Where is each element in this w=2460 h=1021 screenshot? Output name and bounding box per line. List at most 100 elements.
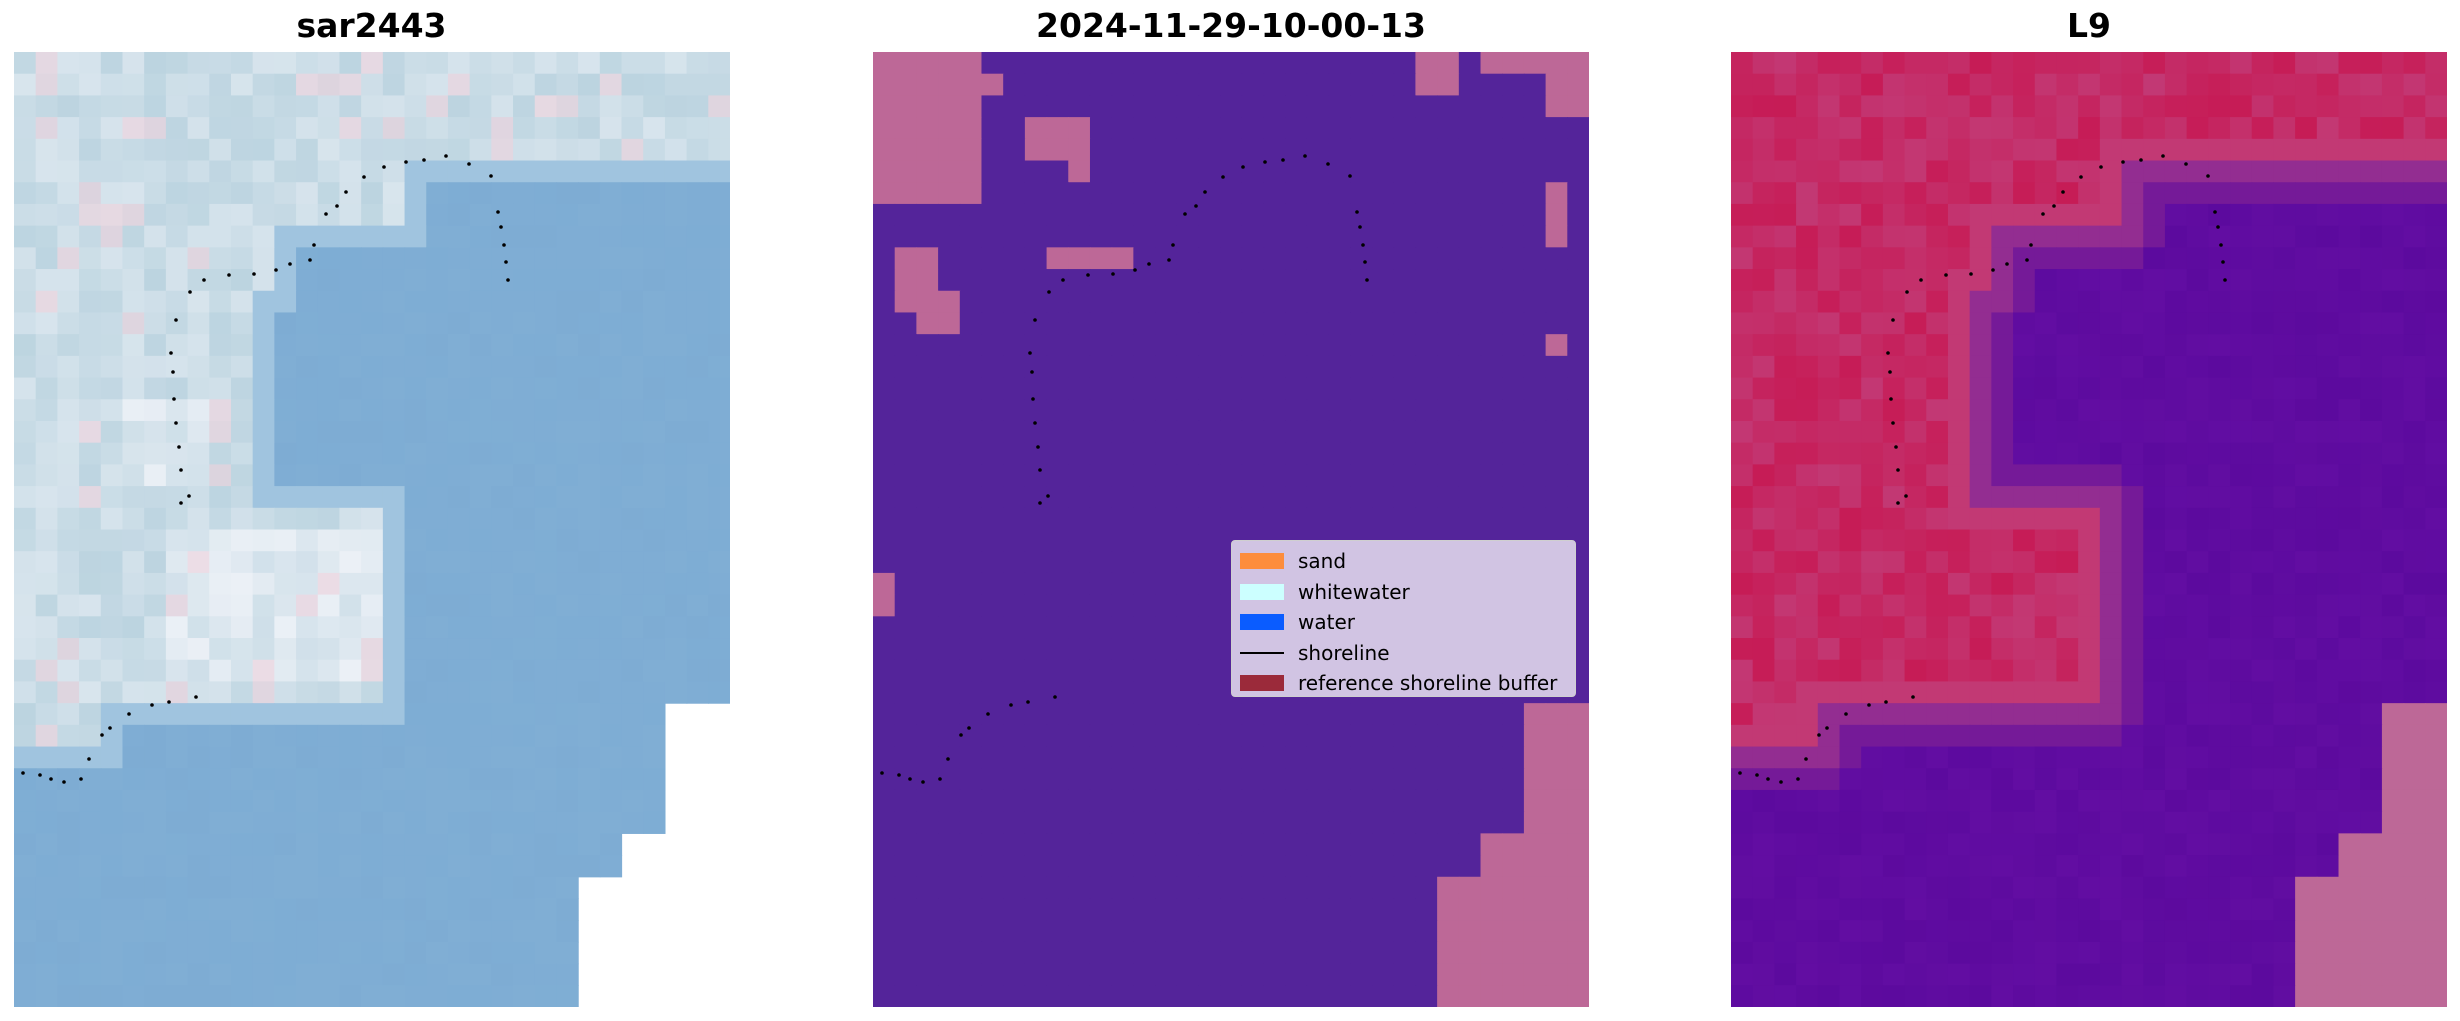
pixel-cell <box>2316 312 2340 335</box>
pixel-cell <box>2013 160 2036 183</box>
pixel-cell <box>2143 833 2166 856</box>
pixel-cell <box>916 73 939 96</box>
shoreline-point <box>288 262 292 266</box>
pixel-cell <box>2186 963 2209 986</box>
pixel-cell <box>2208 203 2231 227</box>
pixel-cell <box>938 616 961 639</box>
pixel-cell <box>1774 464 1797 487</box>
pixel-cell <box>1991 898 2014 921</box>
pixel-cell <box>959 724 983 748</box>
pixel-cell <box>1774 789 1797 813</box>
pixel-cell <box>165 876 189 900</box>
pixel-cell <box>2295 768 2318 791</box>
pixel-cell <box>165 117 189 140</box>
pixel-cell <box>1263 486 1286 509</box>
pixel-cell <box>426 659 449 683</box>
pixel-cell <box>513 507 536 531</box>
pixel-cell <box>426 963 449 986</box>
pixel-cell <box>404 334 427 357</box>
pixel-cell <box>1861 160 1884 183</box>
pixel-cell <box>1437 117 1460 140</box>
pixel-cell <box>2230 681 2253 704</box>
shoreline-point <box>100 733 104 737</box>
pixel-cell <box>1545 898 1568 921</box>
pixel-cell <box>1111 377 1134 400</box>
pixel-cell <box>2251 73 2275 96</box>
pixel-cell <box>1796 768 1819 791</box>
pixel-cell <box>1458 247 1482 270</box>
pixel-cell <box>2078 724 2101 748</box>
pixel-cell <box>1502 117 1525 140</box>
pixel-cell <box>938 160 961 183</box>
pixel-cell <box>1133 898 1156 921</box>
pixel-cell <box>1350 486 1373 509</box>
pixel-cell <box>2403 659 2426 683</box>
pixel-cell <box>252 203 275 227</box>
pixel-cell <box>1839 724 1862 748</box>
pixel-cell <box>317 789 341 813</box>
pixel-cell <box>2360 312 2383 335</box>
pixel-cell <box>35 420 58 444</box>
pixel-cell <box>14 638 37 661</box>
pixel-cell <box>643 182 666 205</box>
pixel-cell <box>1176 746 1200 769</box>
pixel-cell <box>621 138 644 162</box>
pixel-cell <box>1796 572 1819 596</box>
pixel-cell <box>2143 399 2166 422</box>
pixel-cell <box>664 182 688 205</box>
pixel-cell <box>1904 746 1927 769</box>
pixel-cell <box>2360 898 2383 921</box>
pixel-cell <box>2121 73 2144 96</box>
pixel-cell <box>2295 529 2318 552</box>
pixel-cell <box>1263 811 1286 834</box>
pixel-cell <box>1220 95 1243 118</box>
pixel-cell <box>1752 833 1775 856</box>
pixel-cell <box>187 855 210 878</box>
pixel-cell <box>2403 52 2426 75</box>
pixel-cell <box>361 312 384 335</box>
pixel-cell <box>79 160 102 183</box>
pixel-cell <box>894 681 917 704</box>
pixel-cell <box>1372 920 1395 943</box>
pixel-cell <box>1220 290 1243 314</box>
pixel-cell <box>2360 507 2383 531</box>
pixel-cell <box>1991 659 2014 683</box>
pixel-cell <box>1796 486 1819 509</box>
pixel-cell <box>1328 95 1351 118</box>
pixel-cell <box>447 399 471 422</box>
pixel-cell <box>1393 833 1417 856</box>
pixel-cell <box>1567 247 1589 270</box>
pixel-cell <box>1024 572 1048 596</box>
pixel-cell <box>2251 377 2275 400</box>
pixel-cell <box>57 724 80 748</box>
pixel-cell <box>1458 724 1482 748</box>
pixel-cell <box>1024 117 1048 140</box>
pixel-cell <box>643 507 666 531</box>
pixel-cell <box>1839 312 1862 335</box>
pixel-cell <box>2425 876 2447 900</box>
pixel-cell <box>144 898 167 921</box>
pixel-cell <box>1817 616 1841 639</box>
pixel-cell <box>1991 486 2014 509</box>
pixel-cell <box>556 420 579 444</box>
pixel-cell <box>469 724 492 748</box>
pixel-cell <box>1861 138 1884 162</box>
pixel-cell <box>1285 269 1308 292</box>
pixel-cell <box>1545 290 1568 314</box>
pixel-cell <box>1774 377 1797 400</box>
pixel-cell <box>2295 442 2318 465</box>
pixel-cell <box>1350 117 1373 140</box>
pixel-cell <box>1306 898 1330 921</box>
pixel-cell <box>2295 486 2318 509</box>
pixel-cell <box>491 442 514 465</box>
pixel-cell <box>2078 855 2101 878</box>
pixel-cell <box>643 442 666 465</box>
pixel-cell <box>274 898 297 921</box>
pixel-cell <box>578 724 601 748</box>
pixel-cell <box>2403 247 2426 270</box>
pixel-cell <box>35 789 58 813</box>
pixel-cell <box>2316 768 2340 791</box>
pixel-cell <box>57 811 80 834</box>
pixel-cell <box>1926 876 1949 900</box>
pixel-cell <box>1969 420 1992 444</box>
